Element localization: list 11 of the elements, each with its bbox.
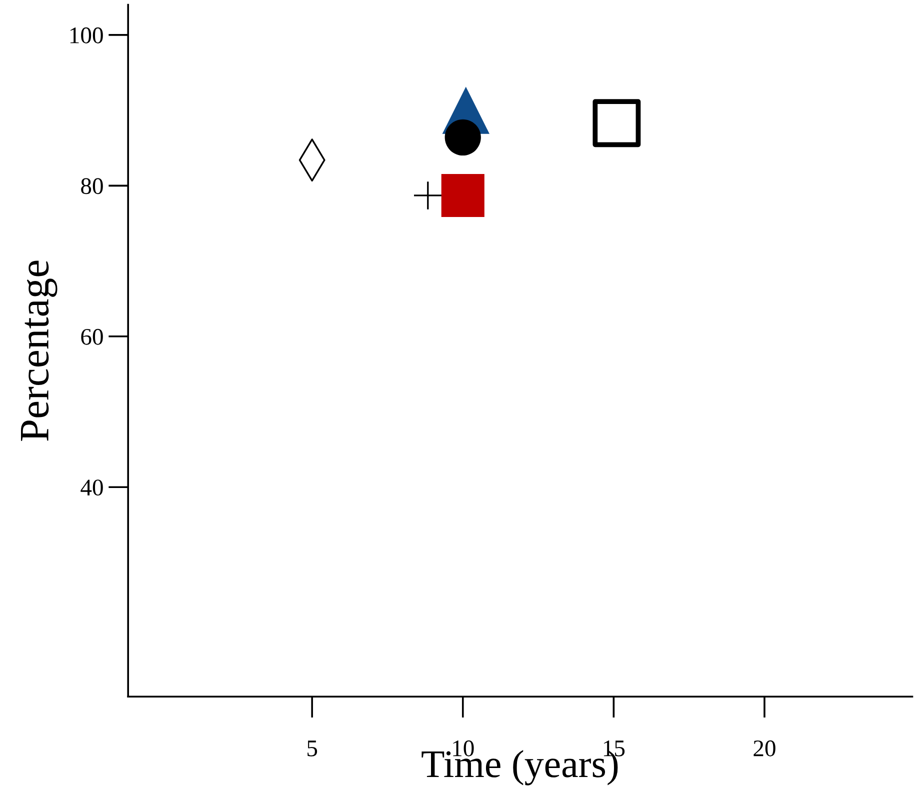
y-tick-label: 80 (81, 178, 103, 194)
x-tick-label: 20 (754, 740, 776, 756)
y-tick-label: 100 (70, 27, 103, 44)
point (592, 99, 641, 148)
y-tick-label: 60 (81, 328, 103, 345)
x-tick-label: 5 (308, 740, 318, 756)
point (444, 119, 481, 156)
y-axis-title: Percentage (20, 260, 58, 441)
y-tick-label: 40 (80, 480, 103, 496)
point (441, 174, 484, 217)
point (414, 182, 442, 210)
